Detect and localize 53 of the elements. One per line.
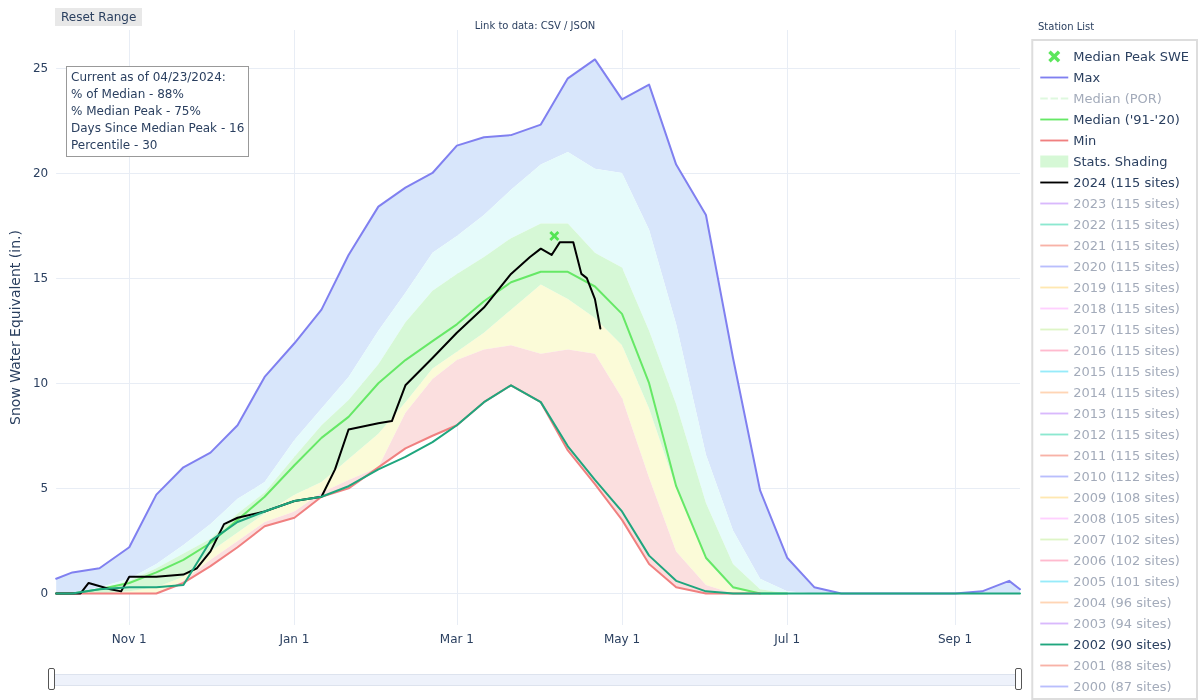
legend-label: 2015 (115 sites) bbox=[1073, 364, 1180, 379]
x-tick-label: May 1 bbox=[603, 632, 641, 646]
legend-label: 2018 (115 sites) bbox=[1073, 301, 1180, 316]
x-tick-label: Jan 1 bbox=[278, 632, 310, 646]
x-tick-label: Mar 1 bbox=[439, 632, 474, 646]
legend-label: 2020 (115 sites) bbox=[1073, 259, 1180, 274]
legend-label: 2014 (115 sites) bbox=[1073, 385, 1180, 400]
x-tick-label: Sep 1 bbox=[937, 632, 973, 646]
annotation: % of Median - 88% bbox=[71, 86, 185, 103]
y-tick-label: 10 bbox=[32, 376, 49, 391]
legend-label: Median Peak SWE bbox=[1073, 49, 1190, 64]
y-tick-label: 25 bbox=[32, 60, 49, 75]
y-axis-title: Snow Water Equivalent (in.) bbox=[7, 230, 23, 425]
text: Reset Range bbox=[55, 8, 143, 26]
legend-label: 2002 (90 sites) bbox=[1073, 637, 1172, 652]
legend-label: 2023 (115 sites) bbox=[1073, 196, 1180, 211]
legend-label: 2000 (87 sites) bbox=[1073, 679, 1172, 694]
annotation: Days Since Median Peak - 16 bbox=[71, 120, 245, 137]
legend-label: 2005 (101 sites) bbox=[1073, 574, 1180, 589]
legend-label: 2017 (115 sites) bbox=[1073, 322, 1180, 337]
legend-label: 2004 (96 sites) bbox=[1073, 595, 1172, 610]
legend-label: 2016 (115 sites) bbox=[1073, 343, 1180, 358]
legend-label: 2024 (115 sites) bbox=[1073, 175, 1180, 190]
legend-label: Min bbox=[1073, 133, 1097, 148]
y-tick-label: 5 bbox=[40, 481, 49, 496]
legend-label: Median ('91-'20) bbox=[1073, 112, 1180, 127]
legend-label: 2009 (108 sites) bbox=[1073, 490, 1180, 505]
legend-label: Median (POR) bbox=[1073, 91, 1162, 106]
legend-label: 2012 (115 sites) bbox=[1073, 427, 1180, 442]
annotation: Percentile - 30 bbox=[71, 137, 159, 154]
y-tick-label: 20 bbox=[32, 165, 49, 180]
annotation: Link to data: CSV / JSON bbox=[474, 20, 596, 31]
annotation: % Median Peak - 75% bbox=[71, 103, 202, 120]
legend-label: 2003 (94 sites) bbox=[1073, 616, 1172, 631]
legend-label: 2007 (102 sites) bbox=[1073, 532, 1180, 547]
x-tick-label: Jul 1 bbox=[773, 632, 801, 646]
line-series bbox=[55, 384, 1021, 595]
legend-label: 2022 (115 sites) bbox=[1073, 217, 1180, 232]
text: Station List bbox=[1038, 21, 1095, 32]
legend-label: 2010 (112 sites) bbox=[1073, 469, 1180, 484]
legend-label: 2006 (102 sites) bbox=[1073, 553, 1180, 568]
legend-label: 2021 (115 sites) bbox=[1073, 238, 1180, 253]
legend-label: 2013 (115 sites) bbox=[1073, 406, 1180, 421]
annotation: Current as of 04/23/2024: bbox=[71, 69, 227, 86]
legend-label: 2001 (88 sites) bbox=[1073, 658, 1172, 673]
legend-label: 2008 (105 sites) bbox=[1073, 511, 1180, 526]
y-tick-label: 0 bbox=[40, 586, 49, 601]
legend-label: 2011 (115 sites) bbox=[1073, 448, 1180, 463]
legend-label: Max bbox=[1073, 70, 1101, 85]
x-tick-label: Nov 1 bbox=[111, 632, 147, 646]
legend-label: Stats. Shading bbox=[1073, 154, 1168, 169]
y-tick-label: 15 bbox=[32, 271, 49, 286]
legend-label: 2019 (115 sites) bbox=[1073, 280, 1180, 295]
